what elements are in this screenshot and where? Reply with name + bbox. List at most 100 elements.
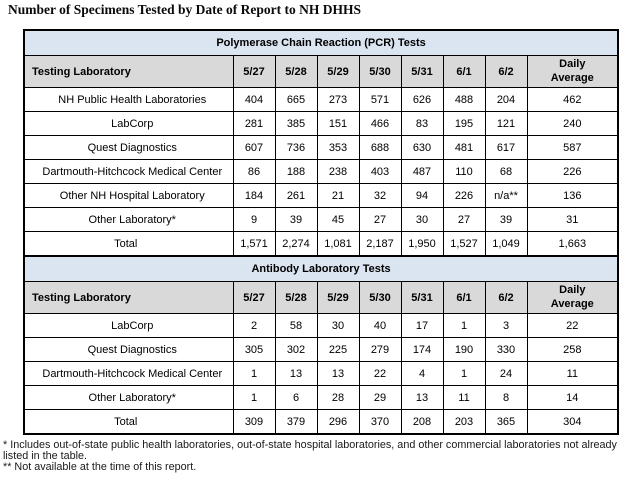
value-cell: 11 xyxy=(442,385,486,410)
value-cell: 32 xyxy=(358,183,402,208)
total-value-cell: 365 xyxy=(484,409,528,435)
value-cell: 31 xyxy=(526,207,619,232)
value-cell: 4 xyxy=(400,361,444,386)
value-cell: 6 xyxy=(274,385,318,410)
value-cell: 174 xyxy=(400,337,444,362)
total-value-cell: 304 xyxy=(526,409,619,435)
value-cell: n/a** xyxy=(484,183,528,208)
value-cell: 29 xyxy=(358,385,402,410)
lab-name-cell: Other Laboratory* xyxy=(23,207,234,232)
footnotes: * Includes out-of-state public health la… xyxy=(3,440,639,473)
value-cell: 665 xyxy=(274,87,318,112)
pcr-total-row: Total 1,571 2,274 1,081 2,187 1,950 1,52… xyxy=(23,231,619,257)
pcr-section-row: Polymerase Chain Reaction (PCR) Tests xyxy=(23,29,619,56)
lab-name-cell: Dartmouth-Hitchcock Medical Center xyxy=(23,361,234,386)
value-cell: 617 xyxy=(484,135,528,160)
value-cell: 587 xyxy=(526,135,619,160)
value-cell: 1 xyxy=(232,385,276,410)
lab-name-cell: Quest Diagnostics xyxy=(23,337,234,362)
antibody-header-row: Testing Laboratory 5/27 5/28 5/29 5/30 5… xyxy=(23,281,619,314)
lab-name-cell: Quest Diagnostics xyxy=(23,135,234,160)
lab-name-cell: Other NH Hospital Laboratory xyxy=(23,183,234,208)
value-cell: 403 xyxy=(358,159,402,184)
value-cell: 13 xyxy=(316,361,360,386)
value-cell: 630 xyxy=(400,135,444,160)
table-row: Other NH Hospital Laboratory 184 261 21 … xyxy=(23,183,619,208)
daily-average-label: Daily Average xyxy=(550,57,594,84)
value-cell: 226 xyxy=(526,159,619,184)
column-header-date: 5/28 xyxy=(274,281,318,314)
column-header-daily-average: Daily Average xyxy=(526,281,619,314)
value-cell: 68 xyxy=(484,159,528,184)
total-value-cell: 2,274 xyxy=(274,231,318,257)
column-header-testing-laboratory: Testing Laboratory xyxy=(23,281,234,314)
daily-average-label: Daily Average xyxy=(550,283,594,310)
total-value-cell: 1,950 xyxy=(400,231,444,257)
column-header-date: 5/30 xyxy=(358,55,402,88)
specimens-table: Polymerase Chain Reaction (PCR) Tests Te… xyxy=(23,29,620,435)
value-cell: 14 xyxy=(526,385,619,410)
column-header-date: 6/2 xyxy=(484,281,528,314)
value-cell: 30 xyxy=(316,313,360,338)
lab-name-cell: LabCorp xyxy=(23,111,234,136)
value-cell: 22 xyxy=(526,313,619,338)
antibody-section-row: Antibody Laboratory Tests xyxy=(23,255,619,282)
table-row: Quest Diagnostics 607 736 353 688 630 48… xyxy=(23,135,619,160)
footnote-asterisk: * Includes out-of-state public health la… xyxy=(3,439,617,462)
total-value-cell: 1,049 xyxy=(484,231,528,257)
column-header-date: 5/28 xyxy=(274,55,318,88)
pcr-header-row: Testing Laboratory 5/27 5/28 5/29 5/30 5… xyxy=(23,55,619,88)
column-header-testing-laboratory: Testing Laboratory xyxy=(23,55,234,88)
column-header-daily-average: Daily Average xyxy=(526,55,619,88)
table-row: Other Laboratory* 1 6 28 29 13 11 8 14 xyxy=(23,385,619,410)
lab-name-cell: NH Public Health Laboratories xyxy=(23,87,234,112)
value-cell: 1 xyxy=(442,313,486,338)
page-title: Number of Specimens Tested by Date of Re… xyxy=(8,2,361,17)
value-cell: 58 xyxy=(274,313,318,338)
column-header-date: 6/1 xyxy=(442,281,486,314)
table-row: Dartmouth-Hitchcock Medical Center 86 18… xyxy=(23,159,619,184)
value-cell: 110 xyxy=(442,159,486,184)
footnote-double-asterisk: ** Not available at the time of this rep… xyxy=(3,461,197,473)
value-cell: 27 xyxy=(442,207,486,232)
total-label-cell: Total xyxy=(23,409,234,435)
table-row: NH Public Health Laboratories 404 665 27… xyxy=(23,87,619,112)
value-cell: 39 xyxy=(484,207,528,232)
value-cell: 8 xyxy=(484,385,528,410)
value-cell: 2 xyxy=(232,313,276,338)
value-cell: 188 xyxy=(274,159,318,184)
value-cell: 151 xyxy=(316,111,360,136)
value-cell: 258 xyxy=(526,337,619,362)
value-cell: 83 xyxy=(400,111,444,136)
column-header-date: 5/29 xyxy=(316,281,360,314)
value-cell: 190 xyxy=(442,337,486,362)
total-value-cell: 370 xyxy=(358,409,402,435)
pcr-section-title: Polymerase Chain Reaction (PCR) Tests xyxy=(23,29,619,56)
value-cell: 626 xyxy=(400,87,444,112)
value-cell: 571 xyxy=(358,87,402,112)
value-cell: 488 xyxy=(442,87,486,112)
value-cell: 195 xyxy=(442,111,486,136)
column-header-date: 5/30 xyxy=(358,281,402,314)
table-row: Quest Diagnostics 305 302 225 279 174 19… xyxy=(23,337,619,362)
total-value-cell: 1,571 xyxy=(232,231,276,257)
total-value-cell: 1,081 xyxy=(316,231,360,257)
value-cell: 11 xyxy=(526,361,619,386)
column-header-date: 5/31 xyxy=(400,281,444,314)
value-cell: 226 xyxy=(442,183,486,208)
value-cell: 688 xyxy=(358,135,402,160)
value-cell: 607 xyxy=(232,135,276,160)
value-cell: 40 xyxy=(358,313,402,338)
table-row: LabCorp 281 385 151 466 83 195 121 240 xyxy=(23,111,619,136)
value-cell: 24 xyxy=(484,361,528,386)
value-cell: 225 xyxy=(316,337,360,362)
value-cell: 27 xyxy=(358,207,402,232)
value-cell: 302 xyxy=(274,337,318,362)
total-value-cell: 379 xyxy=(274,409,318,435)
lab-name-cell: LabCorp xyxy=(23,313,234,338)
value-cell: 385 xyxy=(274,111,318,136)
value-cell: 240 xyxy=(526,111,619,136)
table-row: Other Laboratory* 9 39 45 27 30 27 39 31 xyxy=(23,207,619,232)
value-cell: 466 xyxy=(358,111,402,136)
table-row: Dartmouth-Hitchcock Medical Center 1 13 … xyxy=(23,361,619,386)
